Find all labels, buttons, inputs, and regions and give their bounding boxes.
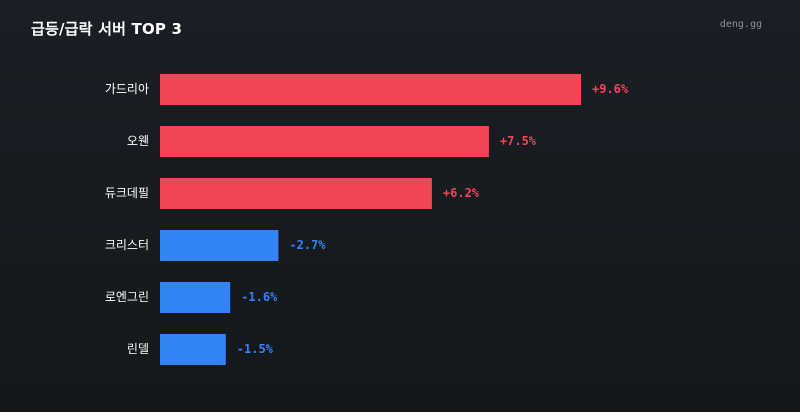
category-label: 듀크데필 — [105, 186, 149, 200]
bar — [160, 178, 432, 209]
value-label: +7.5% — [500, 134, 537, 148]
category-label: 오웬 — [127, 134, 149, 148]
bar — [160, 334, 226, 365]
bar — [160, 74, 581, 105]
bar — [160, 126, 489, 157]
value-label: -2.7% — [289, 238, 326, 252]
brand-watermark: deng.gg — [719, 19, 762, 30]
category-label: 가드리아 — [105, 82, 149, 96]
category-label: 로엔그린 — [105, 290, 149, 304]
bar — [160, 230, 279, 261]
value-label: -1.6% — [241, 290, 278, 304]
chart-title: 급등/급락 서버 TOP 3 — [31, 20, 183, 38]
bar — [160, 282, 231, 313]
value-label: +9.6% — [592, 82, 629, 96]
category-label: 린델 — [127, 342, 149, 356]
value-label: +6.2% — [443, 186, 480, 200]
category-label: 크리스터 — [105, 238, 149, 252]
value-label: -1.5% — [237, 342, 274, 356]
